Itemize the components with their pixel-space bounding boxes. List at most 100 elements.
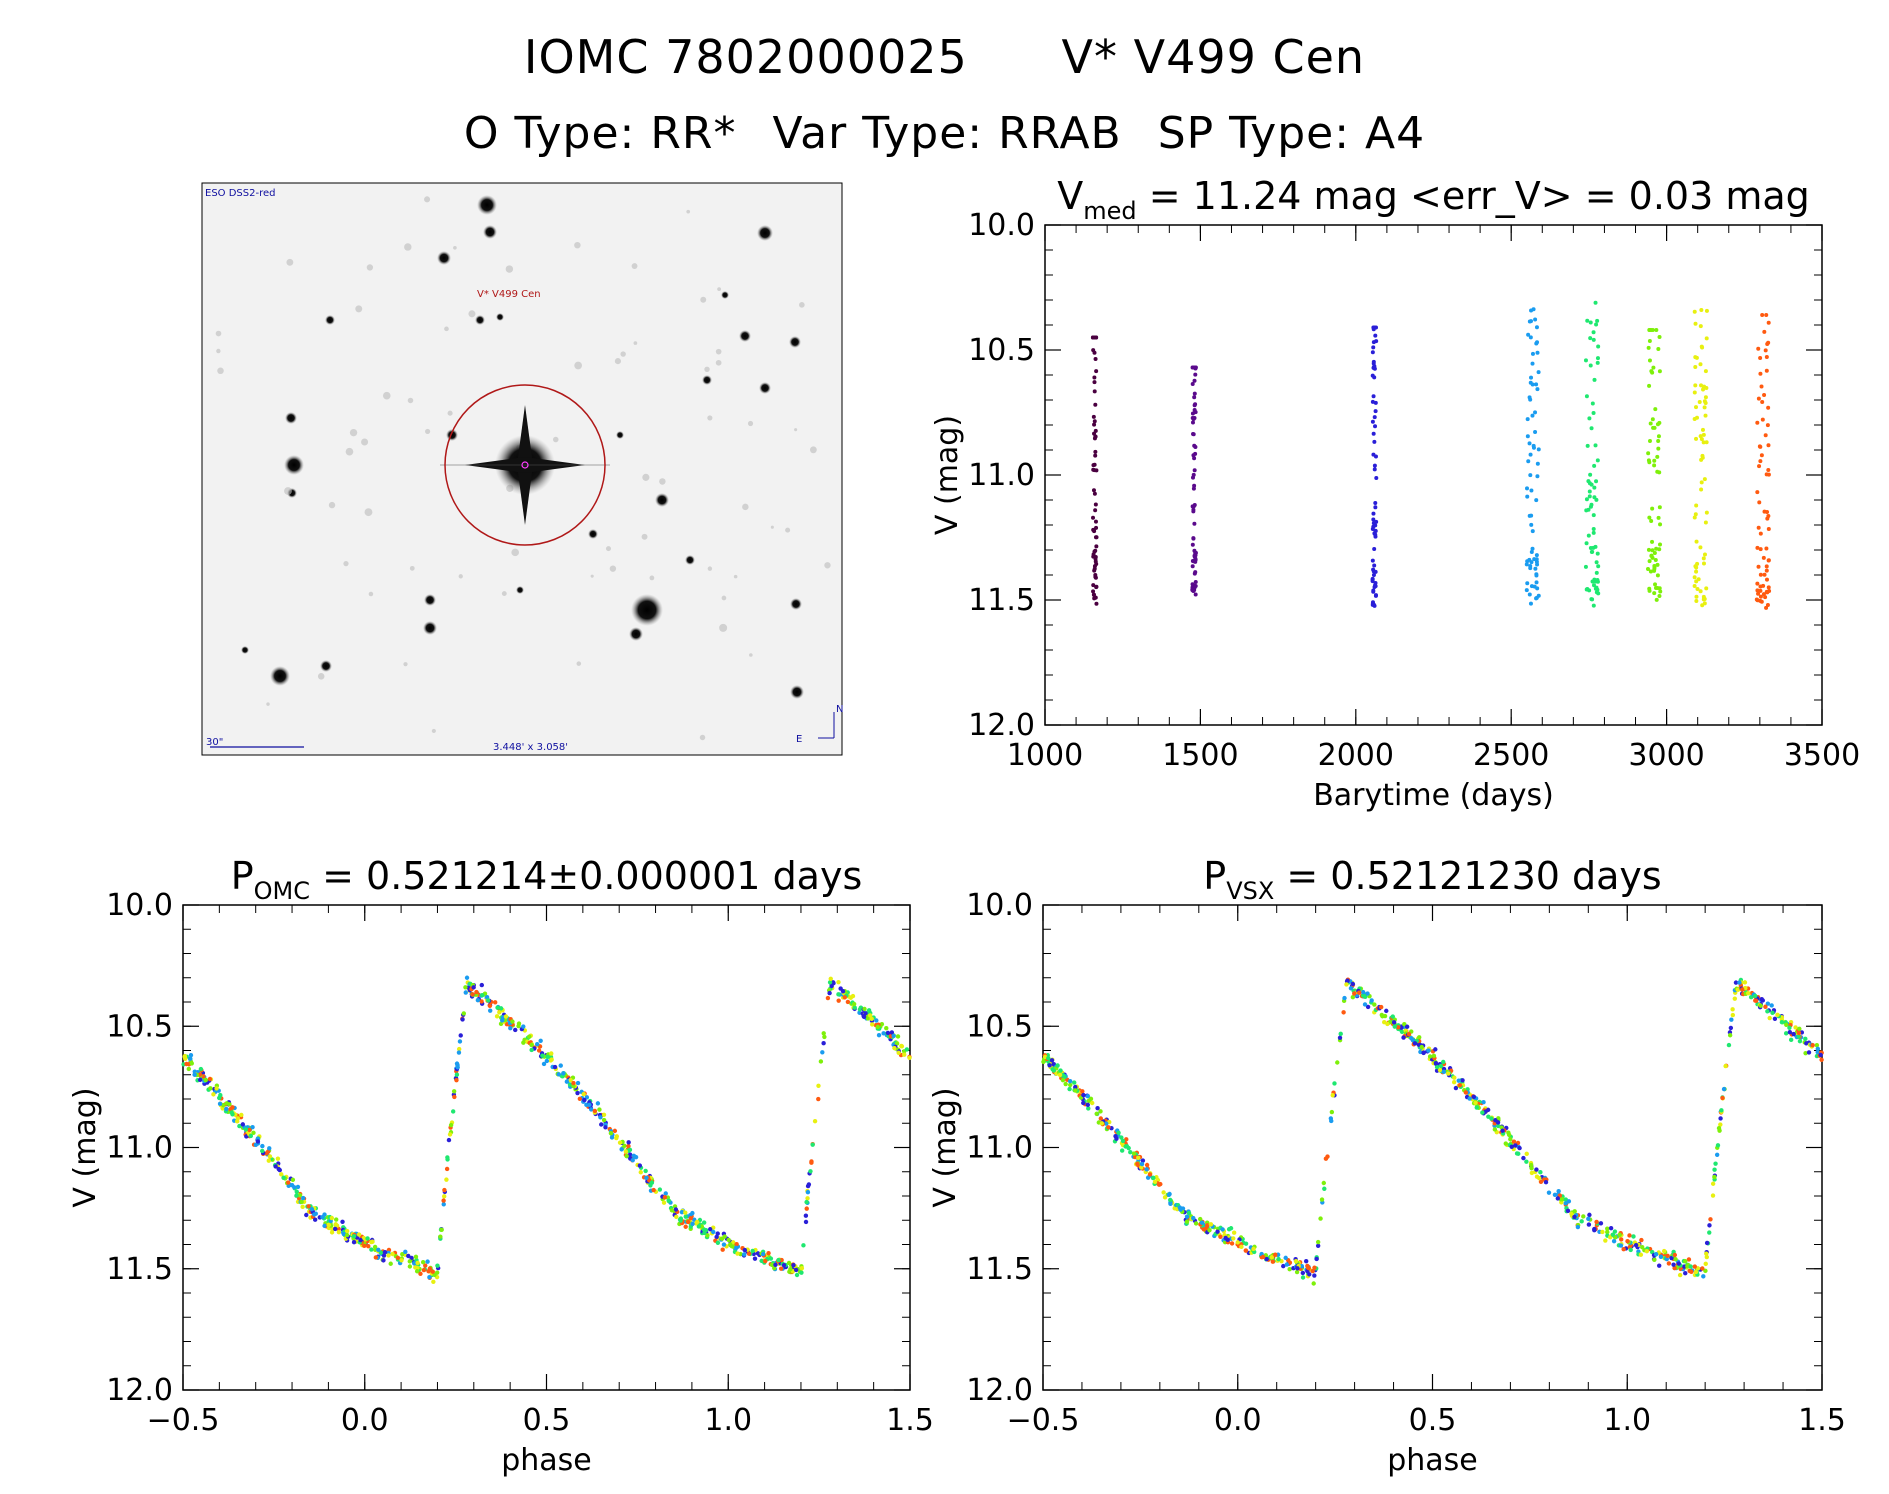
phase-point — [192, 1072, 197, 1077]
lightcurve-point — [1646, 566, 1651, 571]
phase-point — [1401, 1035, 1406, 1040]
field-star — [437, 251, 451, 265]
phase-point — [290, 1177, 296, 1183]
phase-point — [235, 1116, 241, 1121]
lightcurve-point — [1653, 557, 1658, 562]
lightcurve-point — [1093, 357, 1098, 362]
phase-point — [1524, 1159, 1529, 1164]
phase-point — [536, 1048, 542, 1053]
lightcurve-point — [1584, 541, 1589, 546]
lightcurve-point — [1701, 556, 1706, 561]
phase-point — [1419, 1044, 1424, 1050]
field-star-faint — [809, 446, 817, 454]
field-star — [721, 291, 729, 299]
y-tick-label: 10.5 — [106, 1009, 173, 1044]
phase-point — [456, 1050, 462, 1055]
lightcurve-point — [1656, 346, 1661, 351]
lightcurve-point — [1190, 564, 1195, 569]
x-tick-label: 2000 — [1318, 738, 1394, 773]
field-star — [496, 313, 504, 321]
lightcurve-point — [1766, 558, 1771, 563]
phase-point — [1055, 1063, 1060, 1068]
lightcurve-point — [1764, 313, 1769, 317]
lightcurve-point — [1370, 558, 1375, 563]
phase-point — [229, 1110, 234, 1115]
lightcurve-point — [1371, 511, 1376, 516]
phase-point — [1098, 1109, 1103, 1114]
phase-point — [575, 1090, 580, 1096]
field-star-faint — [431, 728, 436, 734]
lightcurve-point — [1761, 592, 1766, 597]
phase-point — [1516, 1151, 1521, 1156]
lightcurve-point — [1528, 566, 1533, 571]
phase-point — [441, 1202, 446, 1207]
phase-point — [1104, 1121, 1109, 1126]
phase-point — [1114, 1136, 1119, 1141]
lightcurve-point — [1766, 340, 1771, 345]
phase-point — [549, 1051, 554, 1056]
lightcurve-point — [1192, 395, 1197, 400]
lightcurve-point — [1371, 573, 1376, 578]
phase-point — [1322, 1186, 1327, 1191]
phase-point — [804, 1199, 809, 1205]
phase-point — [899, 1043, 904, 1049]
phase-point — [1563, 1201, 1568, 1206]
field-star-faint — [444, 326, 449, 332]
lightcurve-point — [1655, 469, 1660, 474]
phase-point — [186, 1066, 191, 1072]
phase-point — [1072, 1080, 1077, 1085]
lightcurve-point — [1647, 383, 1652, 388]
phase-point — [1700, 1266, 1705, 1271]
phase-point — [251, 1130, 256, 1135]
lightcurve-point — [1595, 551, 1600, 556]
field-star-faint — [368, 591, 374, 597]
lightcurve-point — [1533, 410, 1538, 415]
phase-point — [1099, 1121, 1105, 1126]
phase-point — [862, 1006, 867, 1012]
phase-point — [366, 1243, 371, 1249]
phase-point — [1732, 996, 1738, 1001]
phase-point — [804, 1206, 809, 1211]
phase-point — [461, 1011, 467, 1016]
phase-point — [715, 1231, 720, 1236]
phase-point — [1063, 1081, 1068, 1087]
lightcurve-point — [1766, 585, 1771, 590]
field-star — [483, 225, 497, 239]
phase-point — [447, 1132, 453, 1137]
phase-point — [1644, 1248, 1650, 1254]
phase-point — [369, 1247, 374, 1252]
phase-point — [1191, 1215, 1196, 1221]
phase-point — [309, 1206, 315, 1212]
lightcurve-point — [1699, 383, 1704, 388]
lightcurve-point — [1755, 490, 1760, 495]
lightcurve-point — [1650, 417, 1655, 422]
phase-point — [545, 1054, 550, 1060]
field-star-faint — [403, 662, 408, 667]
phase-point — [1586, 1216, 1591, 1222]
phase-point — [1619, 1237, 1624, 1242]
phase-point — [1480, 1110, 1485, 1115]
phase-point — [1329, 1109, 1335, 1115]
lightcurve-point — [1649, 553, 1654, 558]
phase-point — [407, 1259, 412, 1264]
lightcurve-point — [1655, 573, 1660, 578]
phase-point — [356, 1232, 362, 1237]
lightcurve-point — [1596, 344, 1601, 349]
lightcurve-point — [1190, 542, 1195, 547]
field-star-faint — [700, 296, 707, 303]
spectral-type: SP Type: A4 — [1157, 108, 1426, 159]
phase-point — [694, 1219, 700, 1225]
phase-point — [300, 1204, 305, 1210]
lightcurve-point — [1704, 385, 1709, 390]
lightcurve-point — [1588, 336, 1593, 341]
phase-point — [304, 1212, 309, 1218]
lightcurve-point — [1585, 443, 1590, 448]
lightcurve-point — [1191, 432, 1196, 437]
title-text: = 0.52121230 days — [1274, 854, 1661, 898]
phase-point — [750, 1248, 755, 1254]
phase-point — [1193, 1221, 1199, 1226]
phase-point — [224, 1101, 230, 1106]
lightcurve-point — [1529, 308, 1534, 313]
lightcurve-point — [1192, 468, 1197, 473]
figure-title-line1: IOMC 7802000025 V* V499 Cen — [0, 30, 1889, 84]
